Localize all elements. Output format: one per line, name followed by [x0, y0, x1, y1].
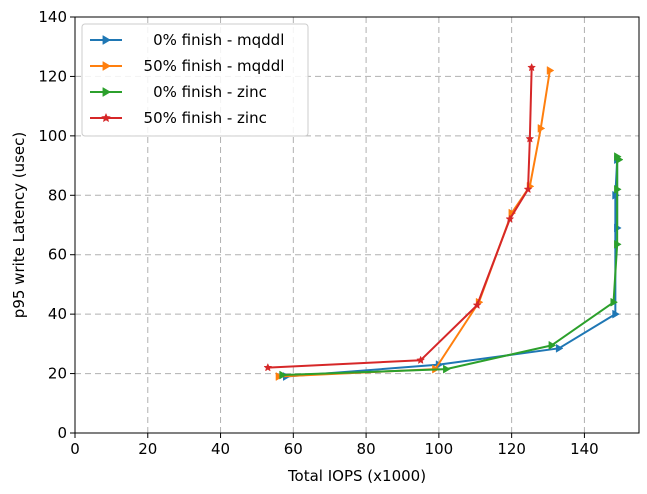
- y-axis-label: p95 write Latency (usec): [10, 132, 28, 318]
- legend-item: 0% finish - zinc: [90, 83, 267, 101]
- data-point: [615, 155, 624, 165]
- data-point: [472, 300, 482, 309]
- data-point: [416, 355, 426, 364]
- series-layer: [263, 62, 624, 381]
- x-axis-ticks: 0 20 40 60 80 100 120 140: [70, 433, 599, 458]
- y-tick-label: 100: [38, 127, 67, 145]
- series: [279, 152, 624, 380]
- data-point: [279, 370, 287, 380]
- data-point: [610, 297, 619, 307]
- y-tick-label: 20: [48, 365, 67, 383]
- data-point: [548, 340, 557, 350]
- x-tick-label: 80: [357, 440, 376, 458]
- data-point: [505, 214, 515, 223]
- legend-marker: [102, 35, 111, 45]
- data-point: [555, 343, 564, 353]
- x-tick-label: 0: [70, 440, 80, 458]
- data-point: [527, 62, 537, 72]
- y-tick-label: 140: [38, 8, 67, 26]
- data-point: [614, 239, 622, 249]
- y-tick-label: 0: [57, 424, 67, 442]
- data-point: [546, 66, 555, 75]
- x-tick-label: 40: [211, 440, 230, 458]
- data-point: [525, 134, 535, 143]
- y-tick-label: 120: [38, 67, 67, 85]
- data-point: [263, 362, 273, 372]
- legend-item: 50% finish - zinc: [90, 109, 267, 127]
- legend-item: 50% finish - mqddl: [90, 57, 284, 75]
- legend-marker: [101, 112, 111, 123]
- series: [263, 62, 537, 372]
- series: [275, 66, 555, 381]
- data-point: [523, 184, 533, 194]
- legend-label: 50% finish - zinc: [134, 109, 267, 127]
- legend-label: 0% finish - zinc: [134, 83, 267, 101]
- data-point: [537, 123, 546, 133]
- legend-box: [81, 23, 309, 137]
- plot-frame: [74, 16, 640, 434]
- series: [282, 155, 622, 381]
- legend-item: 0% finish - mqddl: [90, 31, 284, 49]
- x-axis-label: Total IOPS (x1000): [287, 467, 426, 485]
- data-point: [443, 364, 451, 374]
- legend: 0% finish - mqddl 50% finish - mqddl 0% …: [81, 23, 309, 137]
- legend-marker: [102, 61, 111, 71]
- legend-marker: [102, 87, 111, 97]
- x-tick-label: 100: [425, 440, 454, 458]
- y-tick-label: 40: [48, 305, 67, 323]
- y-axis-ticks: 0 20 40 60 80 100 120 140: [38, 8, 75, 442]
- data-point: [614, 184, 622, 194]
- data-point: [612, 309, 620, 319]
- y-tick-label: 60: [48, 246, 67, 264]
- x-tick-label: 20: [138, 440, 157, 458]
- legend-label: 0% finish - mqddl: [134, 31, 284, 49]
- legend-label: 50% finish - mqddl: [134, 57, 284, 75]
- x-tick-label: 140: [570, 440, 599, 458]
- y-tick-label: 80: [48, 186, 67, 204]
- x-tick-label: 120: [497, 440, 526, 458]
- x-tick-label: 60: [284, 440, 303, 458]
